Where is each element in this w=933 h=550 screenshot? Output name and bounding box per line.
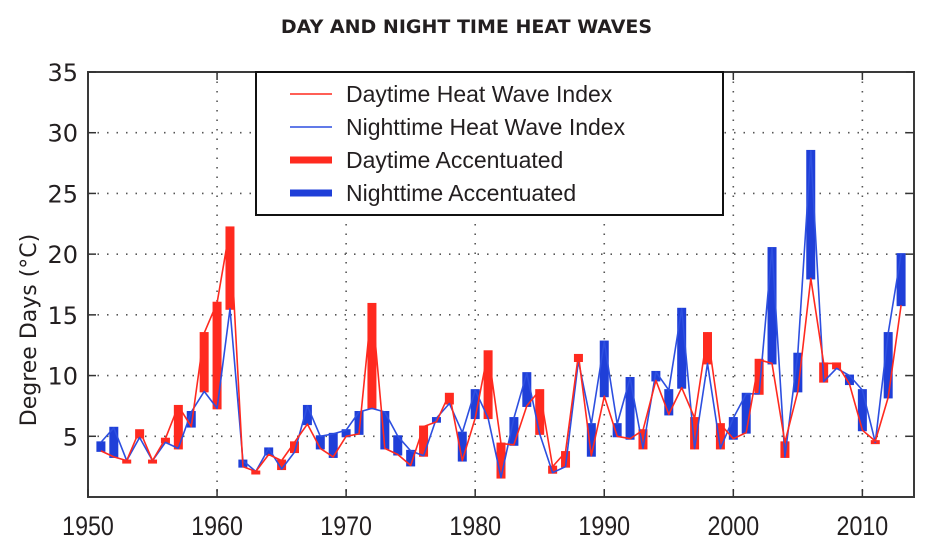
nighttime-accentuated-bar <box>406 449 416 467</box>
daytime-accentuated-bar <box>135 429 145 439</box>
legend-label-3: Daytime Accentuated <box>346 147 563 173</box>
daytime-accentuated-bar <box>715 423 725 450</box>
daytime-accentuated-bar <box>483 350 493 420</box>
daytime-accentuated-bar <box>148 459 158 464</box>
nighttime-accentuated-bar <box>264 447 274 456</box>
nighttime-accentuated-bar <box>767 247 777 365</box>
nighttime-accentuated-bar <box>741 392 751 434</box>
nighttime-accentuated-bar <box>341 429 351 438</box>
nighttime-accentuated-bar <box>354 411 364 435</box>
nighttime-accentuated-bar <box>883 332 893 399</box>
legend-label-2: Nighttime Heat Wave Index <box>346 114 626 140</box>
x-tick-label: 1990 <box>578 511 630 541</box>
y-axis-label: Degree Days (°C) <box>17 234 42 427</box>
nighttime-accentuated-bar <box>844 374 854 386</box>
daytime-accentuated-bar <box>160 437 170 444</box>
nighttime-accentuated-bar <box>457 431 467 462</box>
x-tick-label: 2010 <box>837 511 889 541</box>
y-tick-label: 30 <box>47 120 78 148</box>
nighttime-accentuated-bar <box>806 149 816 280</box>
nighttime-accentuated-bar <box>677 307 687 389</box>
daytime-accentuated-bar <box>496 442 506 479</box>
legend: Daytime Heat Wave Index Nighttime Heat Wa… <box>255 71 724 216</box>
legend-label-1: Daytime Heat Wave Index <box>346 81 613 107</box>
daytime-accentuated-bar <box>251 470 261 475</box>
nighttime-accentuated-bar <box>896 253 906 307</box>
accentuated-bars-layer <box>96 149 906 479</box>
x-tick-label: 1980 <box>449 511 501 541</box>
nighttime-accentuated-bar <box>109 426 119 458</box>
nighttime-accentuated-bar <box>470 389 480 420</box>
daytime-index-line <box>100 226 902 473</box>
x-tick-labels: 1950 1960 1970 1980 1990 2000 2010 <box>62 511 888 541</box>
nighttime-accentuated-bar <box>96 441 106 452</box>
chart-title: DAY AND NIGHT TIME HEAT WAVES <box>280 16 653 38</box>
nighttime-accentuated-bar <box>186 411 196 428</box>
nighttime-accentuated-bar <box>793 352 803 393</box>
y-tick-label: 35 <box>47 59 78 87</box>
nighttime-accentuated-bar <box>625 377 635 440</box>
daytime-accentuated-bar <box>212 301 222 410</box>
daytime-accentuated-bar <box>367 302 377 410</box>
nighttime-accentuated-bar <box>522 372 532 407</box>
y-tick-label: 15 <box>47 302 78 330</box>
daytime-accentuated-bar <box>419 425 429 457</box>
daytime-accentuated-bar <box>290 441 299 454</box>
nighttime-accentuated-bar <box>302 404 312 426</box>
legend-items: Daytime Heat Wave Index Nighttime Heat Wa… <box>290 81 626 206</box>
nighttime-accentuated-bar <box>612 423 622 438</box>
daytime-accentuated-bar <box>548 465 558 474</box>
daytime-accentuated-bar <box>754 358 764 395</box>
nighttime-accentuated-bar <box>664 389 674 416</box>
index-lines-layer <box>100 150 902 479</box>
daytime-accentuated-bar <box>690 417 700 450</box>
y-tick-label: 5 <box>63 423 78 451</box>
nighttime-accentuated-bar <box>393 435 403 456</box>
nighttime-accentuated-bar <box>586 423 596 457</box>
daytime-accentuated-bar <box>122 459 132 464</box>
nighttime-accentuated-bar <box>328 432 338 458</box>
legend-box <box>255 71 724 216</box>
daytime-accentuated-bar <box>225 226 235 310</box>
nighttime-accentuated-bar <box>380 411 390 450</box>
nighttime-accentuated-bar <box>599 340 609 398</box>
daytime-accentuated-bar <box>199 332 209 393</box>
y-tick-label: 25 <box>47 180 78 208</box>
nighttime-accentuated-bar <box>857 389 867 432</box>
nighttime-accentuated-bar <box>509 417 519 446</box>
nighttime-accentuated-bar <box>315 435 325 450</box>
daytime-accentuated-bar <box>832 362 842 370</box>
y-tick-label: 10 <box>47 363 78 391</box>
daytime-accentuated-bar <box>444 392 454 405</box>
daytime-accentuated-bar <box>173 404 183 450</box>
nighttime-accentuated-bar <box>728 417 738 440</box>
daytime-accentuated-bar <box>277 459 287 471</box>
daytime-accentuated-bar <box>703 332 712 365</box>
x-tick-label: 2000 <box>707 511 759 541</box>
daytime-accentuated-bar <box>535 389 545 435</box>
y-tick-labels: 5 10 15 20 25 30 35 <box>47 59 78 451</box>
x-tick-label: 1960 <box>191 511 243 541</box>
ticks-layer <box>87 71 914 497</box>
daytime-accentuated-bar <box>638 429 648 450</box>
x-tick-label: 1970 <box>320 511 372 541</box>
nighttime-index-line <box>100 150 902 479</box>
daytime-accentuated-bar <box>561 451 571 468</box>
y-tick-label: 20 <box>47 241 78 269</box>
x-tick-label: 1950 <box>62 511 114 541</box>
legend-label-4: Nighttime Accentuated <box>346 180 576 206</box>
